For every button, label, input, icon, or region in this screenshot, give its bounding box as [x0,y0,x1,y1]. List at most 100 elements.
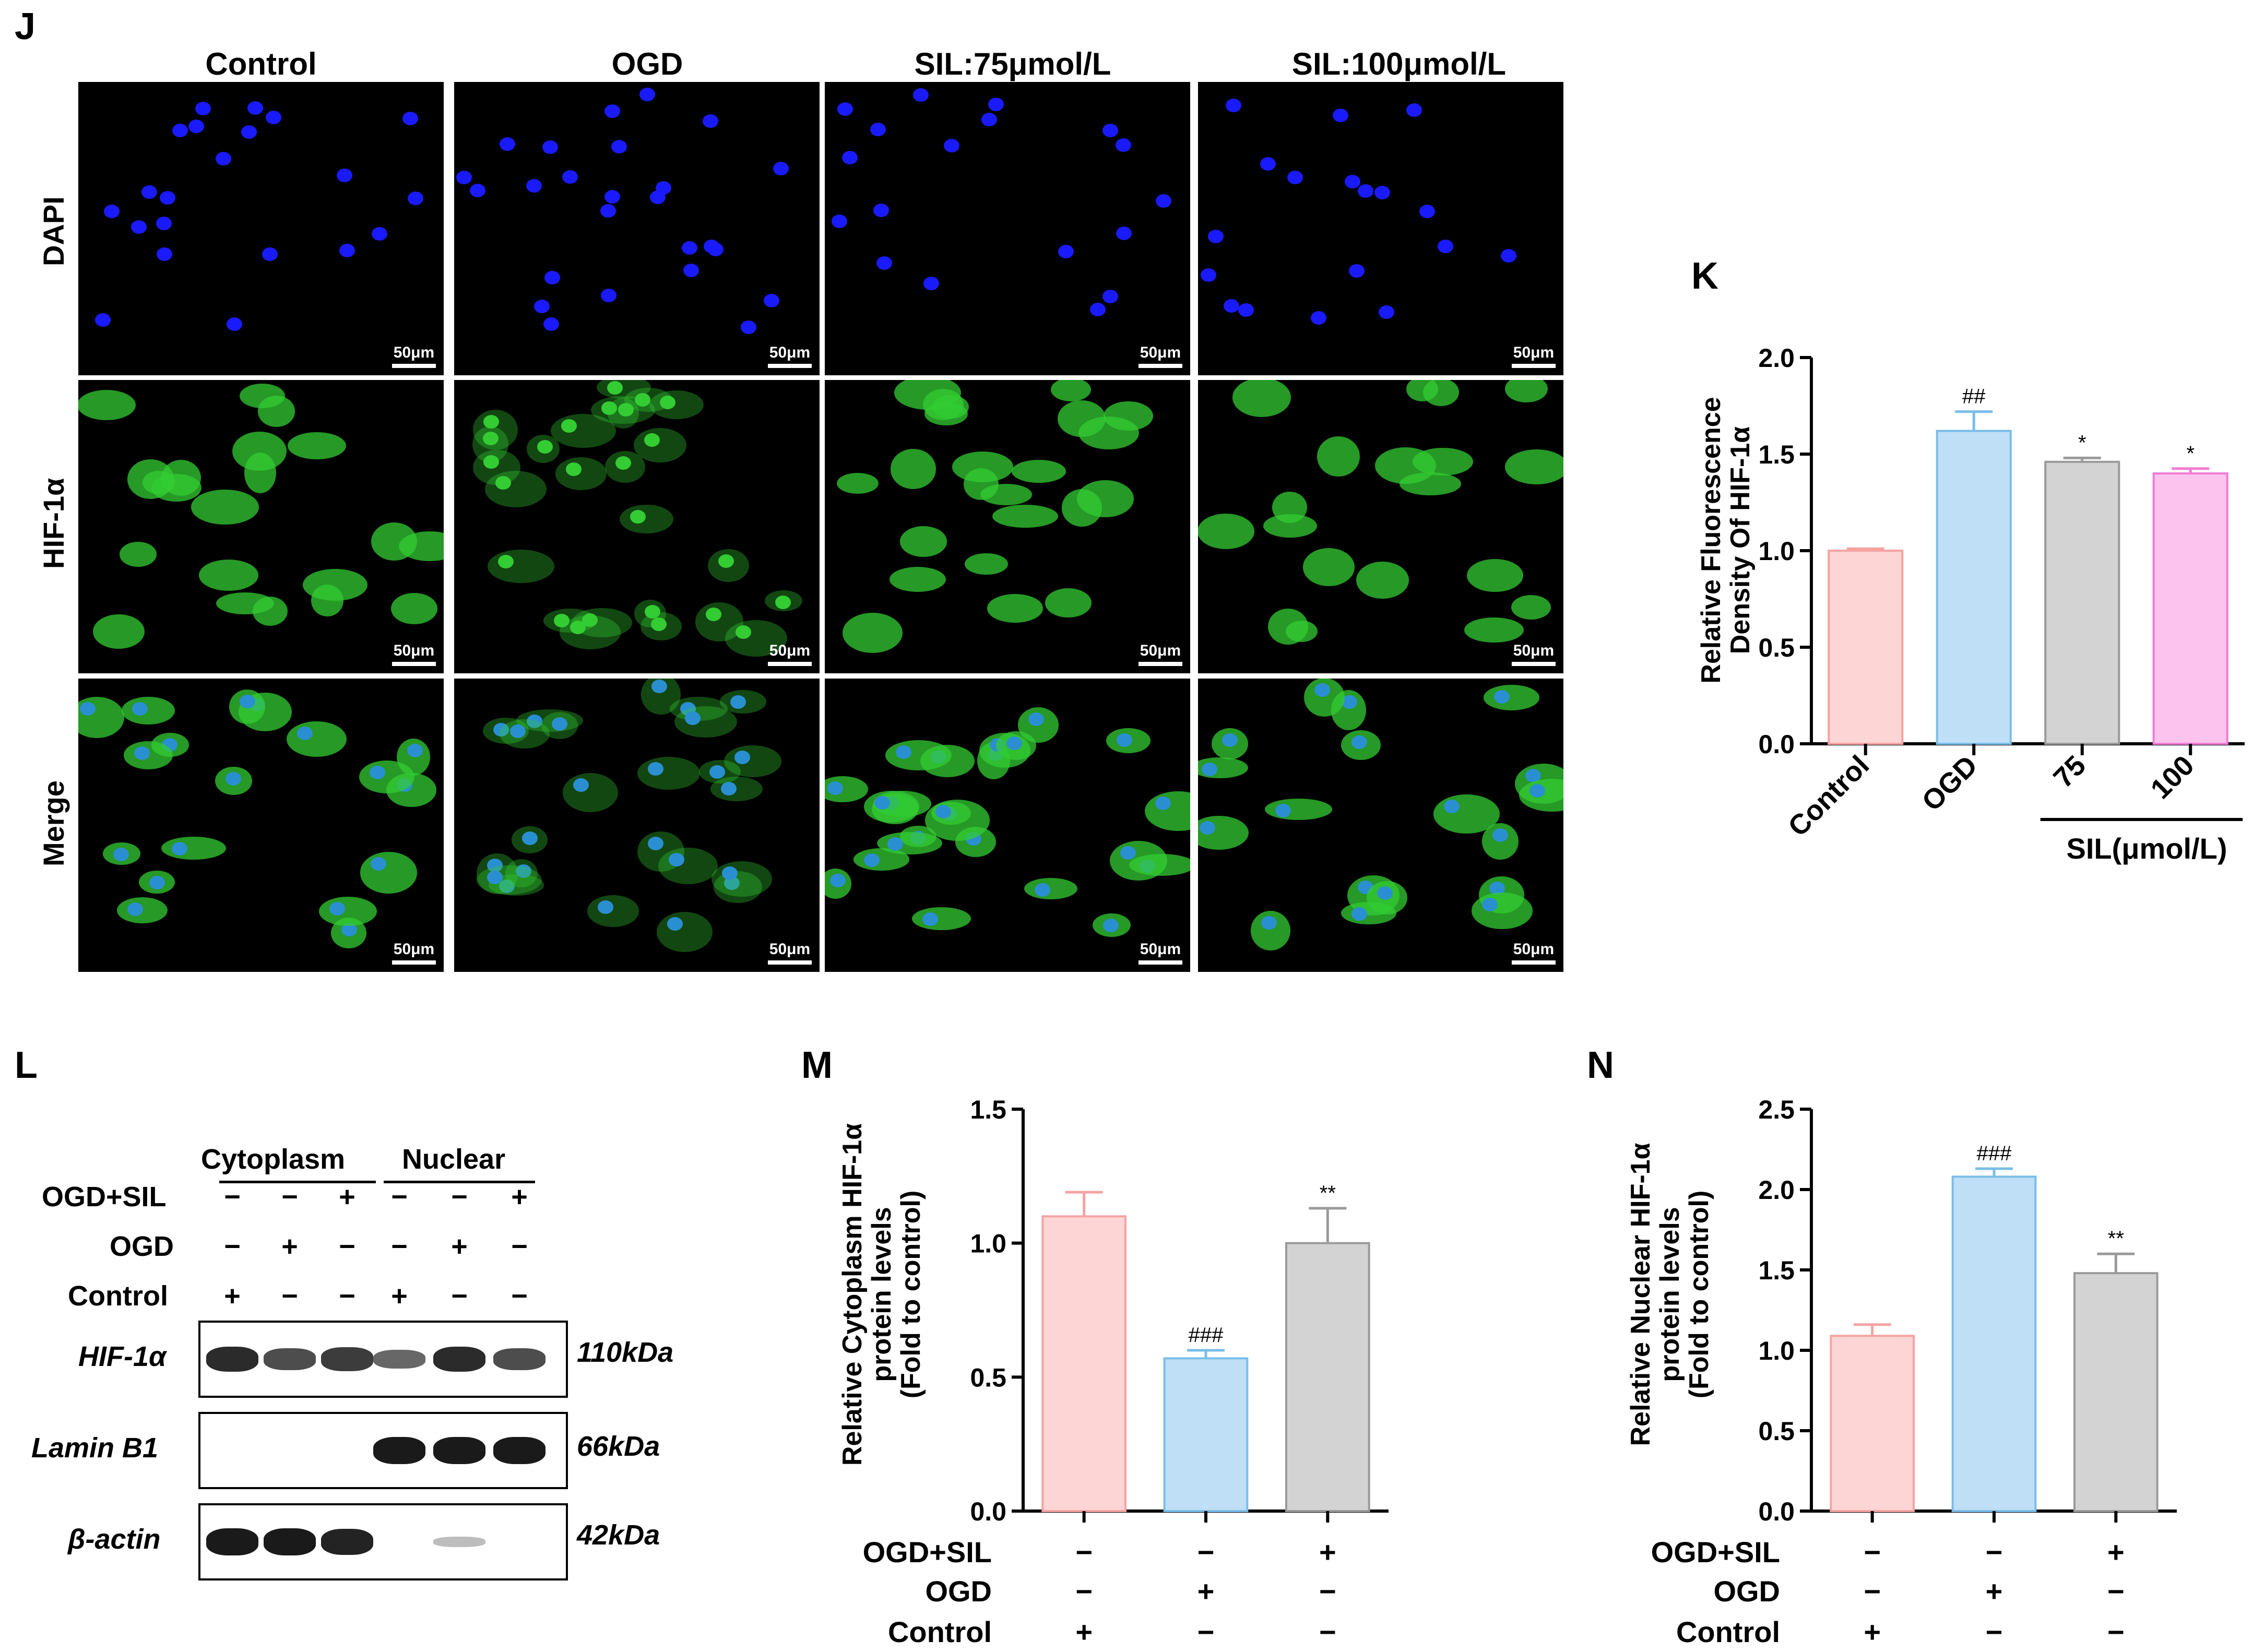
cell-nucleus [604,104,621,118]
scale-bar-line [1512,960,1556,965]
scale-bar-label: 50μm [769,941,811,958]
cell-nucleus [832,214,848,228]
cell-nucleus [1406,103,1422,117]
cell-nucleus [1492,828,1508,842]
y-tick-label: 1.5 [1758,440,1795,469]
significance-mark: ### [1189,1324,1224,1347]
cell-nucleus [704,240,720,254]
cell-cytoplasm [1011,459,1066,483]
cell-nucleus [240,695,256,709]
cell-nucleus [1529,783,1545,798]
scale-bar: 50μm [766,642,813,666]
cell-nucleus [499,880,515,894]
cell-nucleus [650,617,667,632]
cell-nucleus [537,440,553,454]
cell-cytoplasm [620,504,674,534]
blot-sign: − [281,1280,298,1312]
cell-cytoplasm [656,911,713,952]
cell-nucleus [265,110,281,124]
y-axis-label: Density Of HIF-1α [1725,426,1756,654]
cell-nucleus [483,414,499,429]
cell-cytoplasm [1286,621,1318,643]
blot-band [493,1348,546,1370]
cell-cytoplasm [319,896,377,926]
significance-mark: ** [2108,1227,2124,1250]
cell-cytoplasm [473,450,520,485]
cell-cytoplasm [725,620,787,657]
scale-bar: 50μm [1510,941,1557,965]
cell-nucleus [95,313,111,327]
scale-bar-line [768,662,812,666]
cell-nucleus [551,717,567,731]
micrograph-hif-1: 50μm [78,380,444,673]
cell-cytoplasm [287,432,346,460]
micrograph-dapi-1: 50μm [78,82,444,375]
cell-nucleus [683,263,699,277]
cell-cytoplasm [658,848,718,884]
cell-nucleus [709,765,725,779]
scale-bar-label: 50μm [1513,344,1555,361]
cell-cytoplasm [559,615,621,649]
blot-band [433,1346,485,1372]
cell-cytoplasm [1504,449,1563,484]
scale-bar-line [1512,364,1556,368]
cell-nucleus [542,140,558,154]
blot-band [433,1437,485,1464]
blot-sign: + [511,1181,528,1213]
significance-mark: ** [1320,1182,1336,1205]
micrograph-merge-4: 50μm [1198,679,1563,972]
cell-cytoplasm [965,553,1008,575]
cell-nucleus [827,781,843,795]
blot-sign: − [391,1181,408,1213]
cell-nucleus [1275,804,1291,818]
cell-nucleus [604,190,621,204]
cell-nucleus [873,204,890,218]
cell-cytoplasm [257,396,295,427]
cell-cytoplasm [1078,417,1139,450]
cell-nucleus [498,554,514,568]
blot-band [206,1528,258,1555]
y-tick-label: 2.0 [1758,1175,1795,1205]
cell-cytoplasm [122,696,175,724]
group-label: SIL(μmol/L) [2067,832,2227,865]
cell-nucleus [526,714,542,728]
blot-sign: + [281,1231,298,1262]
blot-band [321,1528,373,1555]
condition-label: OGD+SIL [1651,1536,1780,1568]
blot-protein-lamin: Lamin B1 [31,1432,159,1464]
cell-nucleus [876,256,892,270]
cell-nucleus [842,150,858,164]
blot-condition-control: Control [68,1280,168,1312]
blot-band [373,1349,425,1369]
bar [1163,1357,1249,1513]
blot-sign: − [511,1280,528,1312]
cell-nucleus [113,848,129,862]
scale-bar: 50μm [390,344,437,368]
scale-bar-line [392,364,436,368]
cell-nucleus [864,853,880,867]
blot-group-nuclear: Nuclear [402,1144,506,1175]
cell-nucleus [651,679,668,693]
cell-cytoplasm [1024,878,1078,900]
cell-nucleus [1200,821,1216,835]
cell-cytoplasm [1464,617,1524,643]
cell-cytoplasm [161,837,226,860]
cell-nucleus [1058,244,1074,258]
cell-nucleus [573,778,589,792]
cell-nucleus [720,781,737,795]
scale-bar-label: 50μm [393,941,435,958]
cell-nucleus [735,625,751,639]
cell-cytoplasm [597,380,651,399]
blot-sign: − [391,1231,408,1262]
cell-nucleus [913,88,929,102]
cell-nucleus [456,170,472,184]
scale-bar-line [1139,960,1182,965]
cell-nucleus [329,901,346,916]
chart-k: 0.0 0.5 1.0 1.5 2.0 ## * * Relative Fluorescence… [1696,343,2245,865]
blot-condition-ogd-sil: OGD+SIL [42,1181,167,1213]
scale-bar-label: 50μm [769,344,811,361]
column-header-control: Control [205,46,317,81]
cell-cytoplasm [485,471,547,507]
cell-cytoplasm [876,831,943,855]
cell-nucleus [493,722,509,736]
